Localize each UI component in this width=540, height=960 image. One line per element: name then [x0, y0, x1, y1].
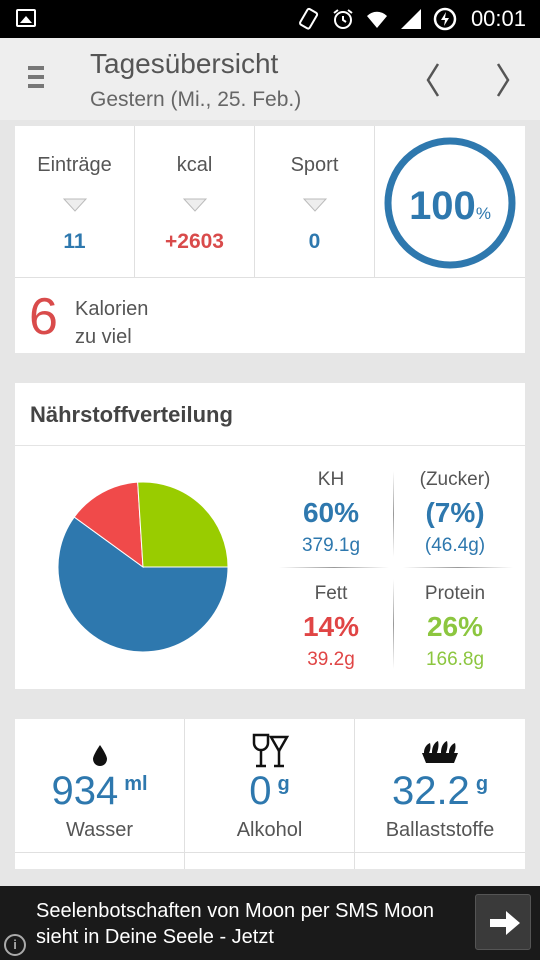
- status-time: 00:01: [470, 6, 526, 31]
- divider: [393, 579, 394, 669]
- grain-icon: [422, 741, 458, 763]
- nutrient-sugar: (Zucker) (7%) (46.4g): [419, 469, 491, 556]
- progress-percent: 100%: [409, 184, 491, 228]
- wifi-icon: [366, 11, 387, 28]
- stat-label: kcal: [176, 154, 213, 176]
- app-bar: Tagesübersicht Gestern (Mi., 25. Feb.): [0, 38, 540, 120]
- extra-value: 32.2 g: [391, 769, 489, 813]
- extra-value: 934 ml: [51, 769, 148, 813]
- stat-value: 11: [63, 230, 86, 253]
- stat-value: 0: [308, 230, 321, 253]
- progress-ring-graphic: [384, 137, 516, 269]
- ad-banner[interactable]: Seelenbotschaften von Moon per SMS Moon …: [0, 886, 540, 960]
- alarm-icon: [333, 9, 353, 29]
- calorie-balance-text: Kalorien zu viel: [75, 298, 149, 348]
- vibrate-icon: [298, 7, 319, 30]
- triangle-down-icon: [62, 198, 87, 212]
- menu-icon[interactable]: [28, 66, 46, 90]
- stat-sport[interactable]: Sport 0: [255, 126, 375, 278]
- gallery-notification-icon: [16, 9, 36, 27]
- nutrient-pie-chart: [57, 481, 229, 653]
- divider: [354, 853, 355, 869]
- extra-fiber[interactable]: 32.2 g Ballaststoffe: [355, 719, 525, 853]
- nutrient-card[interactable]: Nährstoffverteilung KH 60% 379.1g (Zucke…: [15, 383, 525, 689]
- extra-water[interactable]: 934 ml Wasser: [15, 719, 185, 853]
- page-subtitle-date: Gestern (Mi., 25. Feb.): [90, 88, 302, 111]
- nutrient-carbs: KH 60% 379.1g: [301, 469, 361, 556]
- divider: [393, 471, 394, 557]
- stat-label: Sport: [290, 154, 339, 176]
- ad-text[interactable]: Seelenbotschaften von Moon per SMS Moon …: [36, 900, 435, 948]
- wine-glasses-icon: [252, 733, 289, 768]
- stat-kcal[interactable]: kcal +2603: [135, 126, 255, 278]
- stat-value: +2603: [165, 230, 224, 253]
- water-drop-icon: [92, 745, 107, 766]
- divider: [184, 853, 185, 869]
- extra-label: Wasser: [65, 819, 134, 841]
- pie-slice-protein: [137, 481, 229, 568]
- triangle-down-icon: [182, 198, 207, 212]
- arrow-right-icon: [490, 911, 520, 935]
- nutrient-protein: Protein 26% 166.8g: [424, 583, 486, 670]
- stat-label: Einträge: [37, 154, 112, 176]
- extra-label: Ballaststoffe: [385, 819, 495, 841]
- calorie-balance: 6 Kalorien zu viel: [15, 279, 525, 353]
- nutrient-title: Nährstoffverteilung: [30, 402, 233, 427]
- triangle-down-icon: [302, 198, 327, 212]
- page-title: Tagesübersicht: [90, 48, 279, 79]
- pie-slice-kh: [57, 516, 229, 653]
- progress-ring[interactable]: 100%: [375, 126, 525, 278]
- summary-card: Einträge 11 kcal +2603 Sport 0 100% 6 Ka…: [15, 126, 525, 353]
- status-bar: 00:01: [0, 0, 540, 38]
- stat-entries[interactable]: Einträge 11: [15, 126, 135, 278]
- extra-label: Alkohol: [236, 819, 303, 841]
- ad-info-icon[interactable]: i: [4, 934, 26, 956]
- nutrient-fat: Fett 14% 39.2g: [302, 583, 360, 670]
- chevron-right-icon[interactable]: [488, 60, 518, 100]
- pie-slice-fett: [73, 481, 144, 569]
- ad-open-button[interactable]: [475, 894, 531, 950]
- divider: [279, 567, 389, 568]
- divider: [403, 567, 513, 568]
- divider: [15, 445, 525, 446]
- signal-icon: [400, 9, 421, 29]
- calorie-balance-number: 6: [29, 288, 58, 346]
- chevron-left-icon[interactable]: [418, 60, 448, 100]
- battery-charging-icon: [433, 7, 457, 31]
